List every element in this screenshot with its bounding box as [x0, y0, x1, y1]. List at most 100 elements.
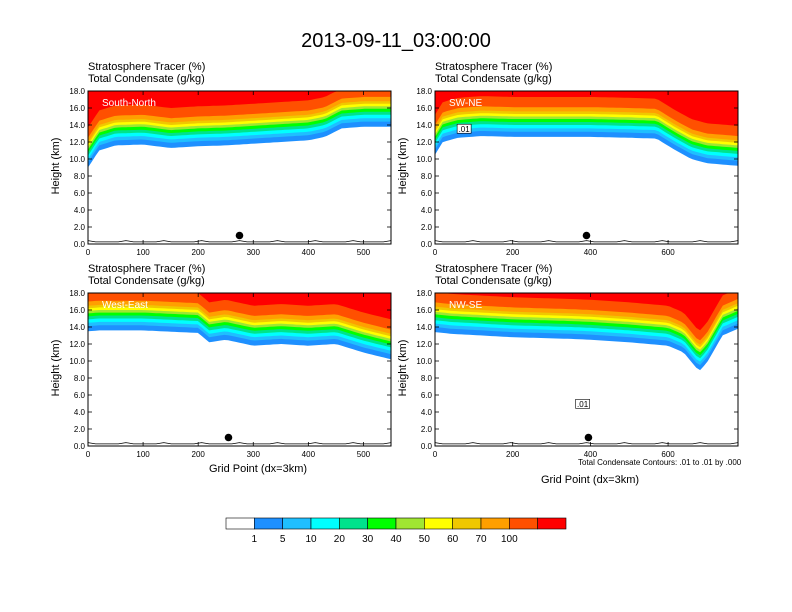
tracer-band-11 — [435, 91, 738, 126]
panel-name: NW-SE — [449, 300, 482, 311]
panel-we-xlabel: Grid Point (dx=3km) — [208, 463, 308, 475]
colorbar-swatch — [254, 517, 283, 530]
ground-contour — [434, 240, 739, 243]
y-tick-label: 16.0 — [69, 306, 85, 315]
contour-label-box — [575, 399, 590, 409]
colorbar-swatch — [424, 517, 453, 530]
colorbar: 1 5 10 20 30 40 50 60 70 100 — [225, 517, 567, 545]
y-tick-label: 6.0 — [421, 391, 433, 400]
y-tick-label: 14.0 — [416, 323, 432, 332]
x-tick-label: 0 — [86, 450, 91, 459]
colorbar-label: 30 — [362, 534, 374, 545]
condensate-label: Total Condensate (g/kg) — [435, 275, 552, 287]
colorbar-label: 5 — [280, 534, 286, 545]
ground-contour — [87, 442, 392, 445]
plot-frame — [434, 292, 739, 447]
colorbar-swatch — [367, 517, 397, 530]
colorbar-swatch — [225, 517, 255, 530]
y-tick-label: 10.0 — [69, 357, 85, 366]
y-tick-label: 4.0 — [74, 206, 86, 215]
colorbar-label: 20 — [334, 534, 346, 545]
panel-we-field-labels: Stratosphere Tracer (%) Total Condensate… — [88, 263, 205, 287]
ground-contour — [434, 442, 739, 445]
colorbar-label: 60 — [447, 534, 459, 545]
x-tick-label: 100 — [136, 450, 150, 459]
colorbar-swatch — [395, 517, 425, 530]
y-tick-label: 10.0 — [69, 155, 85, 164]
location-marker — [582, 231, 591, 240]
y-tick-label: 2.0 — [421, 425, 433, 434]
x-tick-label: 200 — [506, 450, 520, 459]
x-tick-label: 100 — [136, 248, 150, 257]
panel-nwse-field-labels: Stratosphere Tracer (%) Total Condensate… — [435, 263, 552, 287]
y-tick-label: 0.0 — [421, 240, 433, 249]
x-tick-label: 0 — [433, 450, 438, 459]
y-tick-label: 12.0 — [69, 138, 85, 147]
plot-frame — [87, 90, 392, 245]
y-tick-label: 2.0 — [74, 223, 86, 232]
contour-note: Total Condensate Contours: .01 to .01 by… — [578, 458, 742, 467]
colorbar-swatch — [282, 517, 312, 530]
y-tick-label: 8.0 — [74, 374, 86, 383]
colorbar-label: 10 — [305, 534, 317, 545]
colorbar-swatch — [537, 517, 567, 530]
x-tick-label: 400 — [302, 450, 316, 459]
plot-frame — [434, 90, 739, 245]
x-tick-label: 300 — [247, 248, 261, 257]
y-tick-label: 4.0 — [421, 408, 433, 417]
x-tick-label: 400 — [584, 450, 598, 459]
condensate-label: Total Condensate (g/kg) — [435, 73, 552, 85]
contour-label-box — [456, 123, 472, 134]
y-tick-label: 18.0 — [416, 289, 432, 298]
y-tick-label: 8.0 — [421, 172, 433, 181]
colorbar-swatch — [339, 517, 368, 530]
panel-nwse-xlabel: Grid Point (dx=3km) — [540, 474, 640, 486]
ground-contour — [87, 240, 392, 243]
colorbar-label: 50 — [419, 534, 431, 545]
location-marker — [584, 433, 593, 442]
panel-sw-ne-plot: SW-NE .01 0.0 2.0 4.0 6.0 8.0 10.0 12.0 14.0 16.0 1… — [416, 87, 739, 257]
panel-name: SW-NE — [449, 98, 482, 109]
x-tick-label: 500 — [357, 450, 371, 459]
x-tick-label: 0 — [86, 248, 91, 257]
location-marker — [235, 231, 244, 240]
x-tick-label: 600 — [661, 248, 675, 257]
colorbar-label: 40 — [390, 534, 402, 545]
y-tick-label: 12.0 — [416, 138, 432, 147]
y-tick-label: 16.0 — [69, 104, 85, 113]
y-tick-label: 0.0 — [421, 442, 433, 451]
y-tick-label: 6.0 — [74, 189, 86, 198]
y-tick-label: 18.0 — [416, 87, 432, 96]
panel-west-east-plot: West-East 0.0 2.0 4.0 6.0 8.0 10.0 12.0 14.0 16.0… — [69, 289, 392, 459]
x-tick-label: 0 — [433, 248, 438, 257]
colorbar-label: 1 — [252, 534, 258, 545]
y-tick-label: 6.0 — [74, 391, 86, 400]
condensate-label: Total Condensate (g/kg) — [88, 73, 205, 85]
contour-label: .01 — [459, 125, 471, 134]
x-tick-label: 400 — [584, 248, 598, 257]
tracer-band-10 — [435, 91, 738, 137]
x-tick-label: 400 — [302, 248, 316, 257]
colorbar-swatch — [509, 517, 538, 530]
y-tick-label: 8.0 — [74, 172, 86, 181]
x-tick-label: 200 — [506, 248, 520, 257]
tracer-label: Stratosphere Tracer (%) — [435, 61, 553, 73]
tracer-band-11 — [88, 293, 391, 320]
location-marker — [224, 433, 233, 442]
main-title: 2013-09-11_03:00:00 — [301, 30, 491, 52]
x-tick-label: 500 — [357, 248, 371, 257]
y-tick-label: 6.0 — [421, 189, 433, 198]
y-tick-label: 16.0 — [416, 306, 432, 315]
panel-sn-field-labels: Stratosphere Tracer (%) Total Condensate… — [88, 61, 205, 85]
plot-frame — [87, 292, 392, 447]
tracer-label: Stratosphere Tracer (%) — [88, 263, 206, 275]
colorbar-label: 100 — [501, 534, 518, 545]
y-tick-label: 14.0 — [416, 121, 432, 130]
colorbar-swatch — [480, 517, 510, 530]
y-tick-label: 0.0 — [74, 442, 86, 451]
x-tick-label: 200 — [192, 450, 206, 459]
y-tick-label: 18.0 — [69, 87, 85, 96]
y-tick-label: 10.0 — [416, 155, 432, 164]
tracer-band-11 — [435, 293, 738, 331]
